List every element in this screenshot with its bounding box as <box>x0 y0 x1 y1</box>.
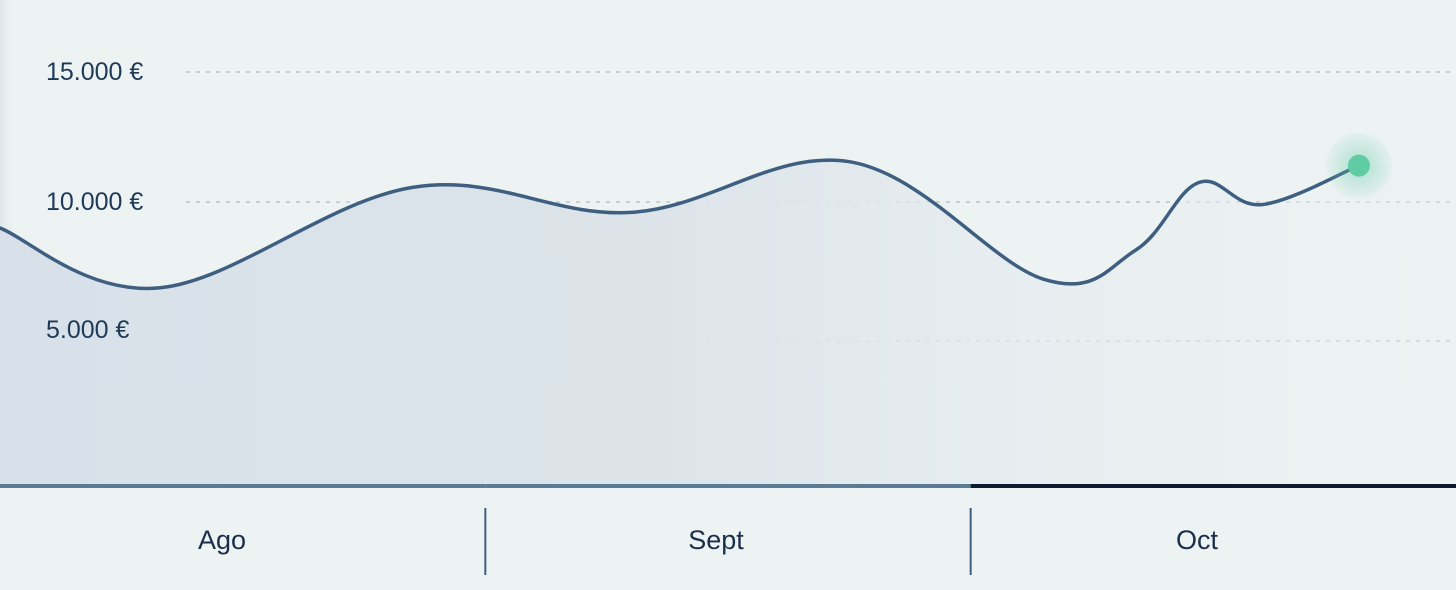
y-tick-label: 10.000 € <box>46 188 143 216</box>
line-layer <box>0 158 1361 291</box>
month-tab-sept[interactable]: Sept <box>688 525 744 555</box>
y-tick-labels: 15.000 € 10.000 € 5.000 € <box>46 58 143 344</box>
series-line <box>0 158 1361 291</box>
y-tick-label: 15.000 € <box>46 58 143 86</box>
month-bar <box>0 484 486 488</box>
highlight-point <box>1347 154 1370 177</box>
y-tick-label: 5.000 € <box>46 316 130 344</box>
month-bar <box>485 484 971 488</box>
month-bar-selected <box>970 484 1456 488</box>
month-tab-ago[interactable]: Ago <box>198 525 246 555</box>
month-selector-bg <box>0 484 1456 590</box>
month-tab-oct[interactable]: Oct <box>1176 525 1219 555</box>
series-area <box>0 160 1456 484</box>
area-layer <box>0 160 1456 484</box>
month-selector: Ago Sept Oct <box>0 484 1456 590</box>
marker-layer <box>1325 132 1392 199</box>
